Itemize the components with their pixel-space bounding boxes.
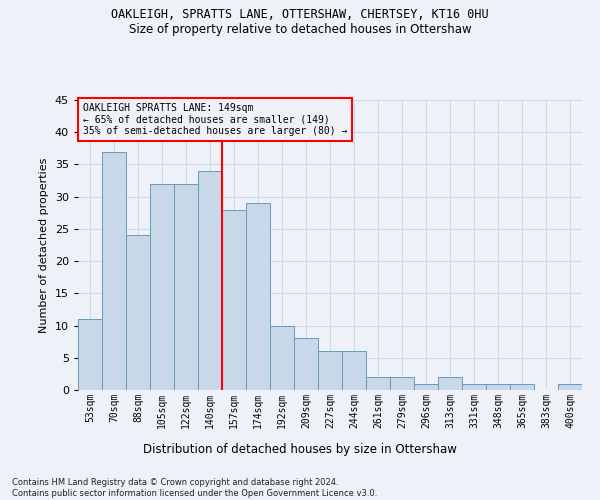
Text: OAKLEIGH, SPRATTS LANE, OTTERSHAW, CHERTSEY, KT16 0HU: OAKLEIGH, SPRATTS LANE, OTTERSHAW, CHERT…	[111, 8, 489, 20]
Text: OAKLEIGH SPRATTS LANE: 149sqm
← 65% of detached houses are smaller (149)
35% of : OAKLEIGH SPRATTS LANE: 149sqm ← 65% of d…	[83, 103, 347, 136]
Text: Size of property relative to detached houses in Ottershaw: Size of property relative to detached ho…	[128, 22, 472, 36]
Bar	[390, 377, 414, 390]
Bar	[318, 352, 342, 390]
Bar	[510, 384, 534, 390]
Text: Contains HM Land Registry data © Crown copyright and database right 2024.
Contai: Contains HM Land Registry data © Crown c…	[12, 478, 377, 498]
Bar	[414, 384, 438, 390]
Bar	[102, 152, 126, 390]
Bar	[294, 338, 318, 390]
Bar	[126, 236, 150, 390]
Bar	[246, 203, 270, 390]
Bar	[198, 171, 222, 390]
Bar	[270, 326, 294, 390]
Bar	[150, 184, 174, 390]
Bar	[222, 210, 246, 390]
Bar	[342, 352, 366, 390]
Bar	[462, 384, 486, 390]
Text: Distribution of detached houses by size in Ottershaw: Distribution of detached houses by size …	[143, 442, 457, 456]
Bar	[438, 377, 462, 390]
Bar	[174, 184, 198, 390]
Bar	[558, 384, 582, 390]
Bar	[78, 319, 102, 390]
Y-axis label: Number of detached properties: Number of detached properties	[39, 158, 49, 332]
Bar	[486, 384, 510, 390]
Bar	[366, 377, 390, 390]
